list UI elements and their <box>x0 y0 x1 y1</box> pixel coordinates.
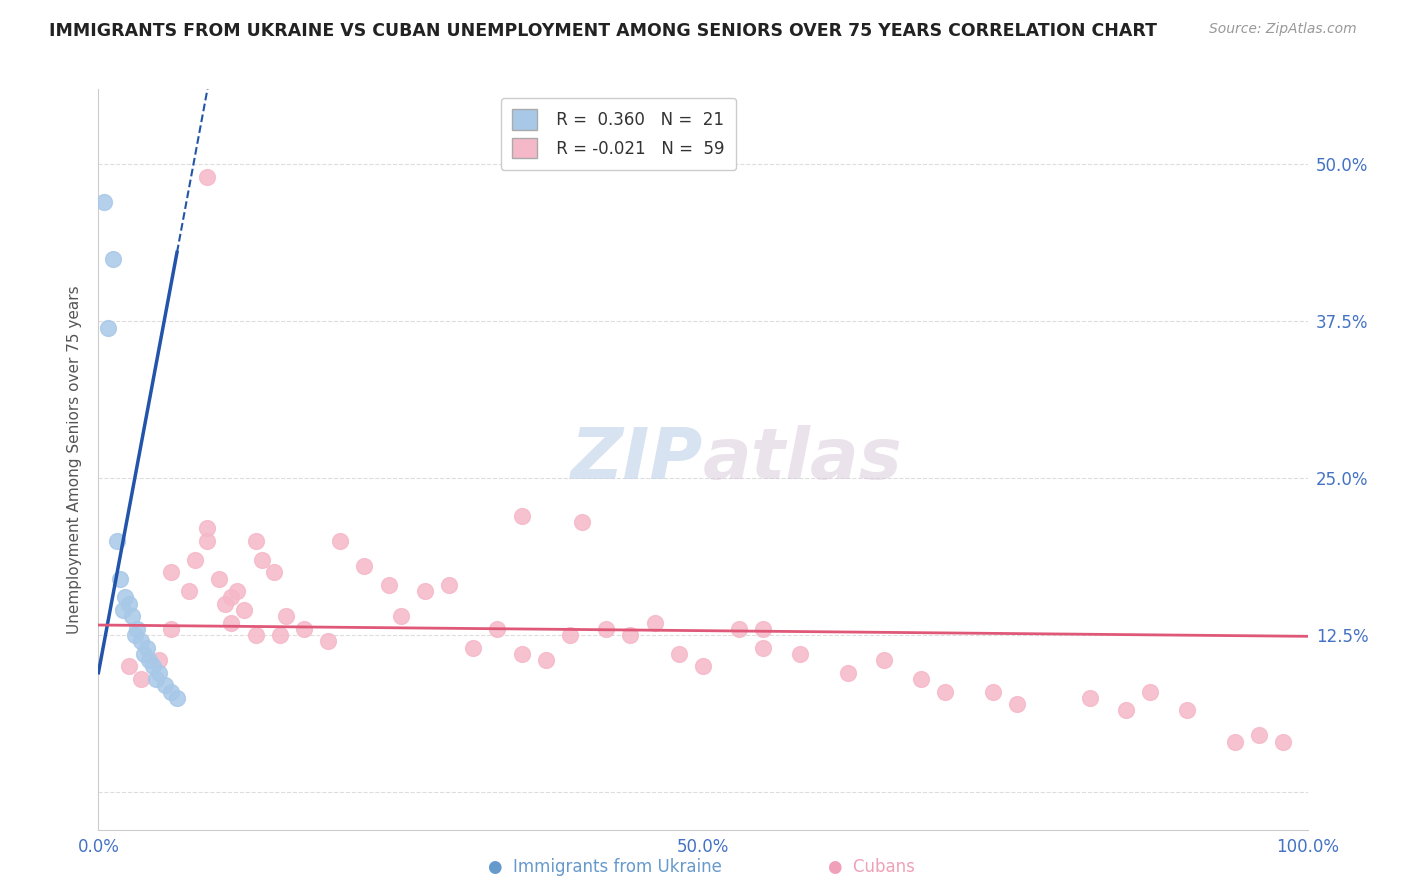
Point <box>1249 728 1271 742</box>
Point <box>668 647 690 661</box>
Point <box>316 634 339 648</box>
Point <box>595 622 617 636</box>
Point <box>1139 684 1161 698</box>
Point <box>101 252 124 266</box>
Point <box>571 515 593 529</box>
Point <box>105 533 128 548</box>
Point <box>292 622 315 636</box>
Point <box>263 566 285 580</box>
Point <box>153 678 176 692</box>
Point <box>245 628 267 642</box>
Y-axis label: Unemployment Among Seniors over 75 years: Unemployment Among Seniors over 75 years <box>67 285 83 633</box>
Point <box>1272 735 1295 749</box>
Point <box>437 578 460 592</box>
Point <box>118 659 141 673</box>
Point <box>232 603 254 617</box>
Point <box>160 684 183 698</box>
Point <box>752 640 775 655</box>
Point <box>789 647 811 661</box>
Text: ●  Immigrants from Ukraine: ● Immigrants from Ukraine <box>488 858 721 876</box>
Point <box>934 684 956 698</box>
Point <box>644 615 666 630</box>
Text: ●  Cubans: ● Cubans <box>828 858 915 876</box>
Point <box>148 653 170 667</box>
Point <box>558 628 581 642</box>
Point <box>93 195 115 210</box>
Point <box>138 653 160 667</box>
Point <box>752 622 775 636</box>
Point <box>129 634 152 648</box>
Point <box>114 591 136 605</box>
Point <box>619 628 641 642</box>
Point <box>486 622 509 636</box>
Point <box>134 647 156 661</box>
Point <box>910 672 932 686</box>
Point <box>129 672 152 686</box>
Point <box>534 653 557 667</box>
Point <box>274 609 297 624</box>
Point <box>111 603 134 617</box>
Legend:  R =  0.360   N =  21,  R = -0.021   N =  59: R = 0.360 N = 21, R = -0.021 N = 59 <box>501 97 735 169</box>
Point <box>221 615 243 630</box>
Point <box>142 659 165 673</box>
Point <box>195 533 218 548</box>
Point <box>208 572 231 586</box>
Point <box>121 609 143 624</box>
Point <box>413 584 436 599</box>
Text: atlas: atlas <box>703 425 903 494</box>
Point <box>329 533 352 548</box>
Point <box>148 665 170 680</box>
Point <box>837 665 859 680</box>
Point <box>226 584 249 599</box>
Point <box>97 320 120 334</box>
Point <box>510 508 533 523</box>
Point <box>250 553 273 567</box>
Point <box>463 640 485 655</box>
Point <box>377 578 399 592</box>
Text: ZIP: ZIP <box>571 425 703 494</box>
Point <box>510 647 533 661</box>
Point <box>160 566 183 580</box>
Point <box>873 653 896 667</box>
Point <box>389 609 412 624</box>
Point <box>1078 690 1101 705</box>
Point <box>145 672 167 686</box>
Point <box>166 690 188 705</box>
Point <box>1007 697 1029 711</box>
Point <box>245 533 267 548</box>
Point <box>118 597 141 611</box>
Point <box>195 169 218 184</box>
Point <box>728 622 751 636</box>
Point <box>692 659 714 673</box>
Point <box>135 640 157 655</box>
Text: IMMIGRANTS FROM UKRAINE VS CUBAN UNEMPLOYMENT AMONG SENIORS OVER 75 YEARS CORREL: IMMIGRANTS FROM UKRAINE VS CUBAN UNEMPLO… <box>49 22 1157 40</box>
Point <box>160 622 183 636</box>
Point <box>184 553 207 567</box>
Point <box>195 521 218 535</box>
Point <box>1223 735 1246 749</box>
Point <box>221 591 243 605</box>
Point <box>353 559 375 574</box>
Point <box>214 597 236 611</box>
Point <box>124 628 146 642</box>
Text: Source: ZipAtlas.com: Source: ZipAtlas.com <box>1209 22 1357 37</box>
Point <box>108 572 131 586</box>
Point <box>179 584 201 599</box>
Point <box>269 628 291 642</box>
Point <box>981 684 1004 698</box>
Point <box>1115 703 1137 717</box>
Point <box>1175 703 1198 717</box>
Point <box>127 622 149 636</box>
